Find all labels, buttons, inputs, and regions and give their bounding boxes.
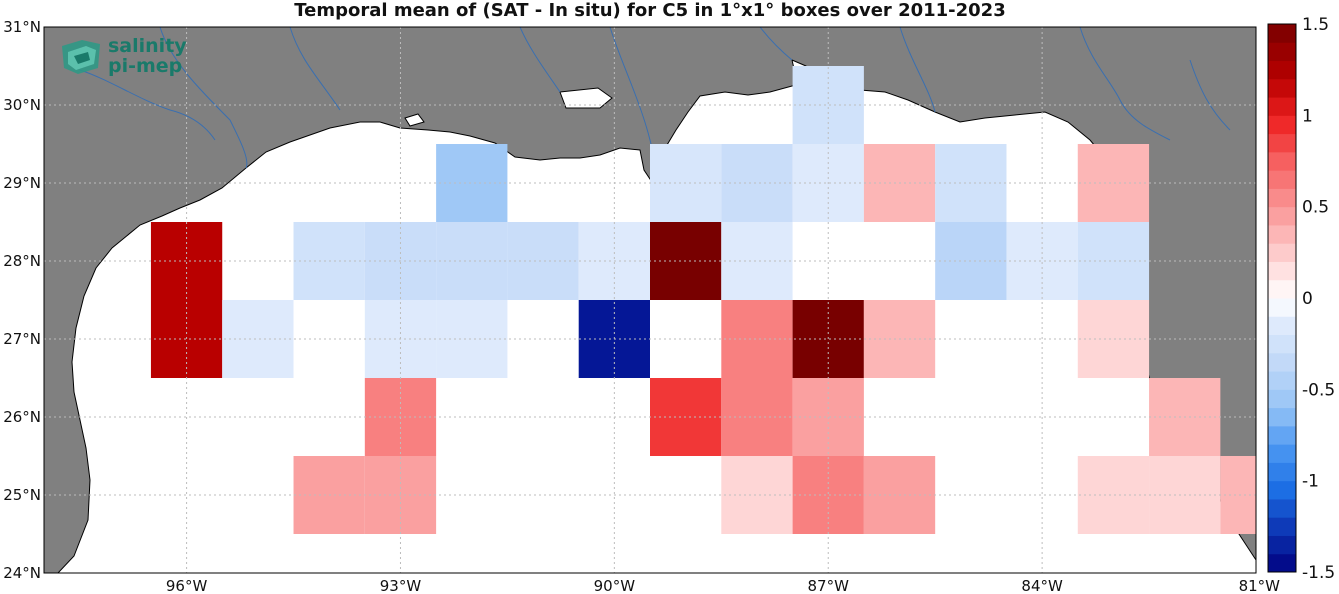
- colorbar-segment: [1268, 261, 1296, 281]
- colorbar-segment: [1268, 133, 1296, 153]
- colorbar-tick-label: -1.5: [1302, 563, 1335, 583]
- lake-calcasieu: [404, 113, 425, 127]
- colorbar-segment: [1268, 389, 1296, 409]
- colorbar-segment: [1268, 170, 1296, 189]
- lon-tick-label: 84°W: [1021, 577, 1063, 594]
- colorbar-frame: [1267, 23, 1297, 573]
- lat-tick-label: 28°N: [3, 252, 41, 270]
- colorbar-segment: [1268, 279, 1296, 299]
- colorbar-segment: [1268, 352, 1296, 372]
- data-cell: [1077, 144, 1150, 222]
- colorbar: [1267, 23, 1297, 573]
- logo-text-line1: salinity: [108, 35, 187, 57]
- colorbar-segment: [1268, 78, 1296, 98]
- colorbar-segment: [1268, 151, 1296, 171]
- salinity-pi-mep-logo: salinity pi-mep: [60, 36, 200, 82]
- data-cell: [436, 144, 508, 222]
- data-cell: [222, 300, 294, 378]
- lat-tick-label: 24°N: [3, 564, 41, 582]
- colorbar-segment: [1268, 517, 1296, 536]
- lat-tick-label: 25°N: [3, 486, 41, 504]
- data-cell: [721, 378, 793, 456]
- colorbar-tick-label: -0.5: [1302, 380, 1335, 400]
- lon-tick-label: 87°W: [808, 577, 850, 594]
- colorbar-segment: [1268, 444, 1296, 463]
- data-cell: [721, 300, 793, 378]
- logo-mark-icon: [62, 40, 100, 74]
- data-cell: [721, 144, 793, 222]
- colorbar-tick-label: 0.5: [1302, 198, 1329, 218]
- lon-tick-label: 81°W: [1239, 577, 1281, 594]
- colorbar-tick-label: 1.5: [1302, 15, 1329, 35]
- data-cell: [721, 456, 793, 534]
- data-cell: [436, 300, 508, 378]
- colorbar-segment: [1268, 188, 1296, 208]
- lon-tick-label: 90°W: [594, 577, 636, 594]
- colorbar-segment: [1268, 316, 1296, 336]
- colorbar-segment: [1268, 535, 1296, 555]
- colorbar-segment: [1268, 42, 1296, 62]
- colorbar-segment: [1268, 206, 1296, 226]
- colorbar-segment: [1268, 334, 1296, 354]
- colorbar-segment: [1268, 480, 1296, 500]
- colorbar-tick-label: -1: [1302, 472, 1319, 492]
- colorbar-segment: [1268, 407, 1296, 427]
- latitude-labels: 31°N 30°N 29°N 28°N 27°N 26°N 25°N 24°N: [3, 18, 41, 582]
- logo-text-line2: pi-mep: [108, 55, 183, 77]
- lat-tick-label: 31°N: [3, 18, 41, 36]
- colorbar-segment: [1268, 243, 1296, 262]
- colorbar-tick-label: 1: [1302, 106, 1313, 126]
- plot-frame: [43, 26, 1257, 574]
- lat-tick-label: 26°N: [3, 408, 41, 426]
- longitude-labels: 96°W 93°W 90°W 87°W 84°W 81°W: [166, 577, 1280, 594]
- lon-tick-label: 96°W: [166, 577, 208, 594]
- colorbar-segment: [1268, 498, 1296, 518]
- lon-tick-label: 93°W: [380, 577, 422, 594]
- colorbar-tick-labels: 1.5 1 0.5 0 -0.5 -1 -1.5: [1302, 15, 1335, 583]
- data-cell: [1077, 456, 1150, 534]
- data-cell: [1077, 300, 1150, 378]
- colorbar-segment: [1268, 298, 1296, 317]
- colorbar-segment: [1268, 24, 1296, 43]
- colorbar-tick-label: 0: [1302, 289, 1313, 309]
- map-title: Temporal mean of (SAT - In situ) for C5 …: [294, 0, 1006, 21]
- colorbar-segment: [1268, 371, 1296, 390]
- colorbar-segment: [1268, 425, 1296, 445]
- data-cell: [721, 222, 793, 300]
- colorbar-segment: [1268, 115, 1296, 135]
- data-cell: [1077, 222, 1150, 300]
- lat-tick-label: 29°N: [3, 174, 41, 192]
- data-cell: [436, 222, 508, 300]
- colorbar-segment: [1268, 60, 1296, 80]
- data-cell: [507, 222, 579, 300]
- colorbar-segment: [1268, 97, 1296, 116]
- colorbar-segment: [1268, 224, 1296, 244]
- colorbar-segment: [1268, 553, 1296, 573]
- colorbar-segment: [1268, 462, 1296, 482]
- lat-tick-label: 30°N: [3, 96, 41, 114]
- lat-tick-label: 27°N: [3, 330, 41, 348]
